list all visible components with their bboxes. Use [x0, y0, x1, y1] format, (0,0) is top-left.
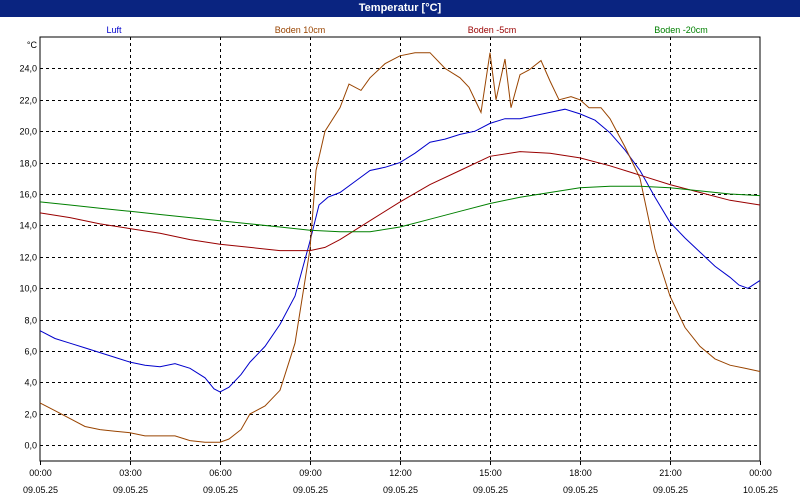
y-tick-label: 14,0 — [19, 221, 37, 231]
plot-area: 0,0 2,0 4,0 6,0 8,0 10,0 12,0 14,0 16,0 18,0 20,0 2… — [19, 25, 778, 495]
y-tick-label: 16,0 — [19, 190, 37, 200]
chart-title: Temperatur [°C] — [0, 0, 800, 17]
x-tick-date-label: 09.05.25 — [23, 485, 58, 495]
x-tick-time-label: 12:00 — [389, 468, 412, 478]
y-tick-label: 18,0 — [19, 159, 37, 169]
x-tick-time-label: 09:00 — [299, 468, 322, 478]
x-tick-time-label: 21:00 — [659, 468, 682, 478]
legend-entry: Boden -5cm — [468, 25, 517, 35]
x-tick-date-label: 09.05.25 — [653, 485, 688, 495]
series-line-boden-20cm — [39, 185, 761, 233]
x-tick-time-label: 06:00 — [209, 468, 232, 478]
y-tick-label: 4,0 — [24, 378, 37, 388]
legend-entry: Boden -20cm — [654, 25, 708, 35]
y-axis-unit: °C — [27, 40, 38, 50]
x-tick-time-label: 03:00 — [119, 468, 142, 478]
y-tick-label: 24,0 — [19, 64, 37, 74]
x-tick-date-label: 09.05.25 — [383, 485, 418, 495]
x-tick-date-label: 09.05.25 — [473, 485, 508, 495]
legend-entry: Luft — [106, 25, 122, 35]
x-tick-date-label: 09.05.25 — [113, 485, 148, 495]
y-tick-label: 8,0 — [24, 316, 37, 326]
y-tick-label: 2,0 — [24, 410, 37, 420]
y-tick-label: 0,0 — [24, 441, 37, 451]
y-tick-label: 10,0 — [19, 284, 37, 294]
x-tick-date-label: 10.05.25 — [743, 485, 778, 495]
y-tick-label: 12,0 — [19, 253, 37, 263]
legend-entry: Boden 10cm — [275, 25, 326, 35]
x-tick-time-label: 18:00 — [569, 468, 592, 478]
series-line-boden-5cm — [39, 151, 761, 252]
x-tick-time-label: 15:00 — [479, 468, 502, 478]
x-tick-date-label: 09.05.25 — [563, 485, 598, 495]
x-tick-time-label: 00:00 — [29, 468, 52, 478]
x-tick-time-label: 00:00 — [749, 468, 772, 478]
x-tick-date-label: 09.05.25 — [293, 485, 328, 495]
y-tick-label: 20,0 — [19, 127, 37, 137]
series-line-luft — [39, 108, 761, 393]
y-tick-label: 22,0 — [19, 96, 37, 106]
x-tick-date-label: 09.05.25 — [203, 485, 238, 495]
series-line-boden-10cm — [39, 52, 761, 443]
y-tick-label: 6,0 — [24, 347, 37, 357]
